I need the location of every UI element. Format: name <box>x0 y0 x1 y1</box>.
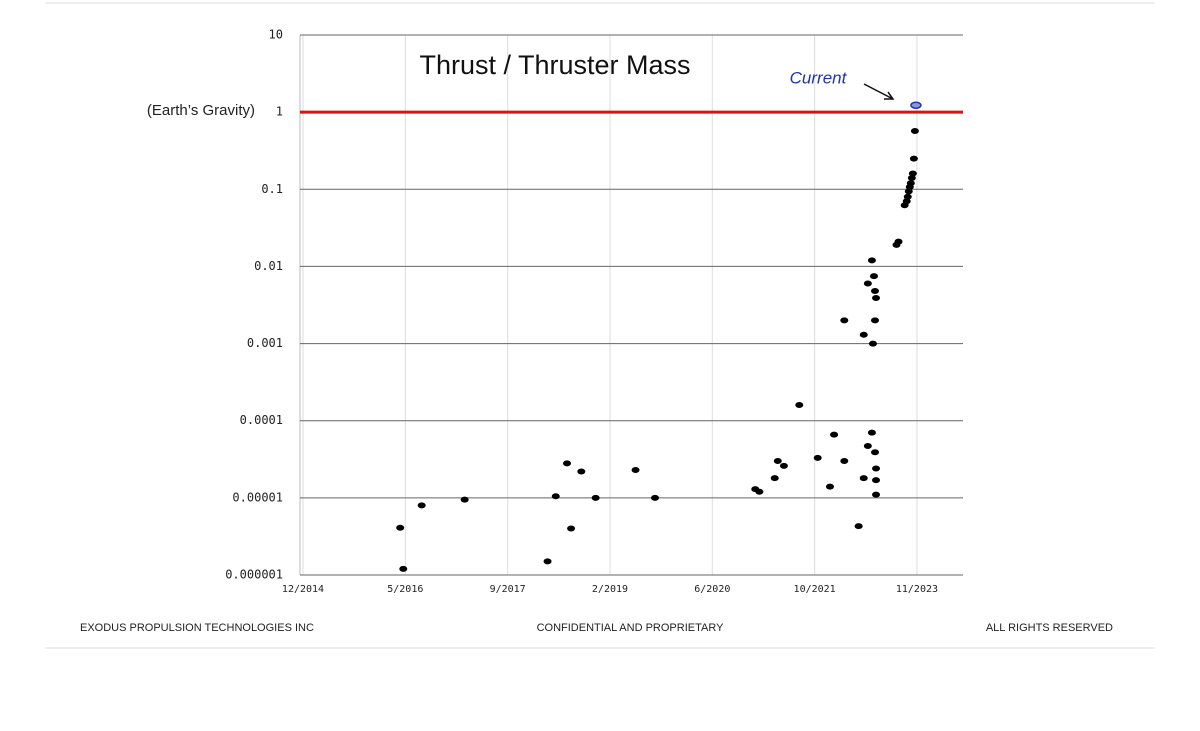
point <box>399 565 408 572</box>
point <box>591 494 600 501</box>
point <box>825 483 834 490</box>
chart: 12/2014 5/2016 9/2017 2/2019 6/2020 10/2021 11… <box>225 28 963 595</box>
y-tick-label: 0.0001 <box>240 413 283 427</box>
point <box>869 273 878 280</box>
point <box>840 317 849 324</box>
arrow <box>863 83 895 100</box>
point <box>840 458 849 465</box>
point <box>902 198 911 205</box>
current-label: Current <box>790 68 848 87</box>
y-tick-label: 0.1 <box>261 182 283 196</box>
point <box>872 294 881 301</box>
point <box>854 523 863 530</box>
point <box>795 401 804 408</box>
y-tick-label: 0.00001 <box>232 490 283 504</box>
y-tick-label: 1 <box>276 105 283 119</box>
y-tick-label: 0.000001 <box>225 568 283 582</box>
point <box>909 155 918 162</box>
point <box>577 468 586 475</box>
point <box>755 488 764 495</box>
point <box>563 460 571 467</box>
point <box>872 491 881 498</box>
point <box>779 462 788 469</box>
x-tick-label: 2/2019 <box>592 584 628 595</box>
x-tick-label: 6/2020 <box>694 584 730 595</box>
point <box>868 340 877 347</box>
footer-right: ALL RIGHTS RESERVED <box>986 622 1113 634</box>
x-tick-label: 9/2017 <box>490 584 526 595</box>
point <box>460 496 469 503</box>
point <box>567 525 576 532</box>
reference-label: (Earth’s Gravity) <box>147 102 255 119</box>
point <box>830 431 839 438</box>
point <box>872 477 881 484</box>
x-tick-label: 5/2016 <box>387 584 423 595</box>
point <box>903 193 912 200</box>
point <box>813 454 822 461</box>
point <box>867 429 876 436</box>
point <box>867 257 876 264</box>
x-tick-label: 12/2014 <box>282 584 324 595</box>
point <box>907 175 916 182</box>
point <box>871 317 879 324</box>
point <box>863 280 872 287</box>
footer-left: EXODUS PROPULSION TECHNOLOGIES INC <box>80 622 314 634</box>
point <box>631 466 640 473</box>
point <box>871 449 879 456</box>
point <box>906 180 915 187</box>
point <box>396 524 405 531</box>
point <box>417 502 426 509</box>
point <box>773 458 782 465</box>
point <box>543 558 552 565</box>
chart-title: Thrust / Thruster Mass <box>419 50 690 80</box>
point <box>908 170 917 177</box>
current-point <box>910 101 922 109</box>
point <box>551 493 560 500</box>
point <box>910 127 919 134</box>
point <box>894 238 903 245</box>
x-tick-label: 10/2021 <box>794 584 836 595</box>
y-tick-label: 0.001 <box>247 336 283 350</box>
footer-center: CONFIDENTIAL AND PROPRIETARY <box>537 622 724 634</box>
x-tick-label: 11/2023 <box>896 584 938 595</box>
y-tick-label: 0.01 <box>254 259 283 273</box>
y-tick-label: 10 <box>269 28 283 42</box>
point <box>859 331 868 338</box>
point <box>770 475 779 482</box>
point <box>871 288 879 295</box>
point <box>859 475 868 482</box>
point <box>872 465 881 472</box>
point <box>863 443 872 450</box>
point <box>651 494 659 501</box>
